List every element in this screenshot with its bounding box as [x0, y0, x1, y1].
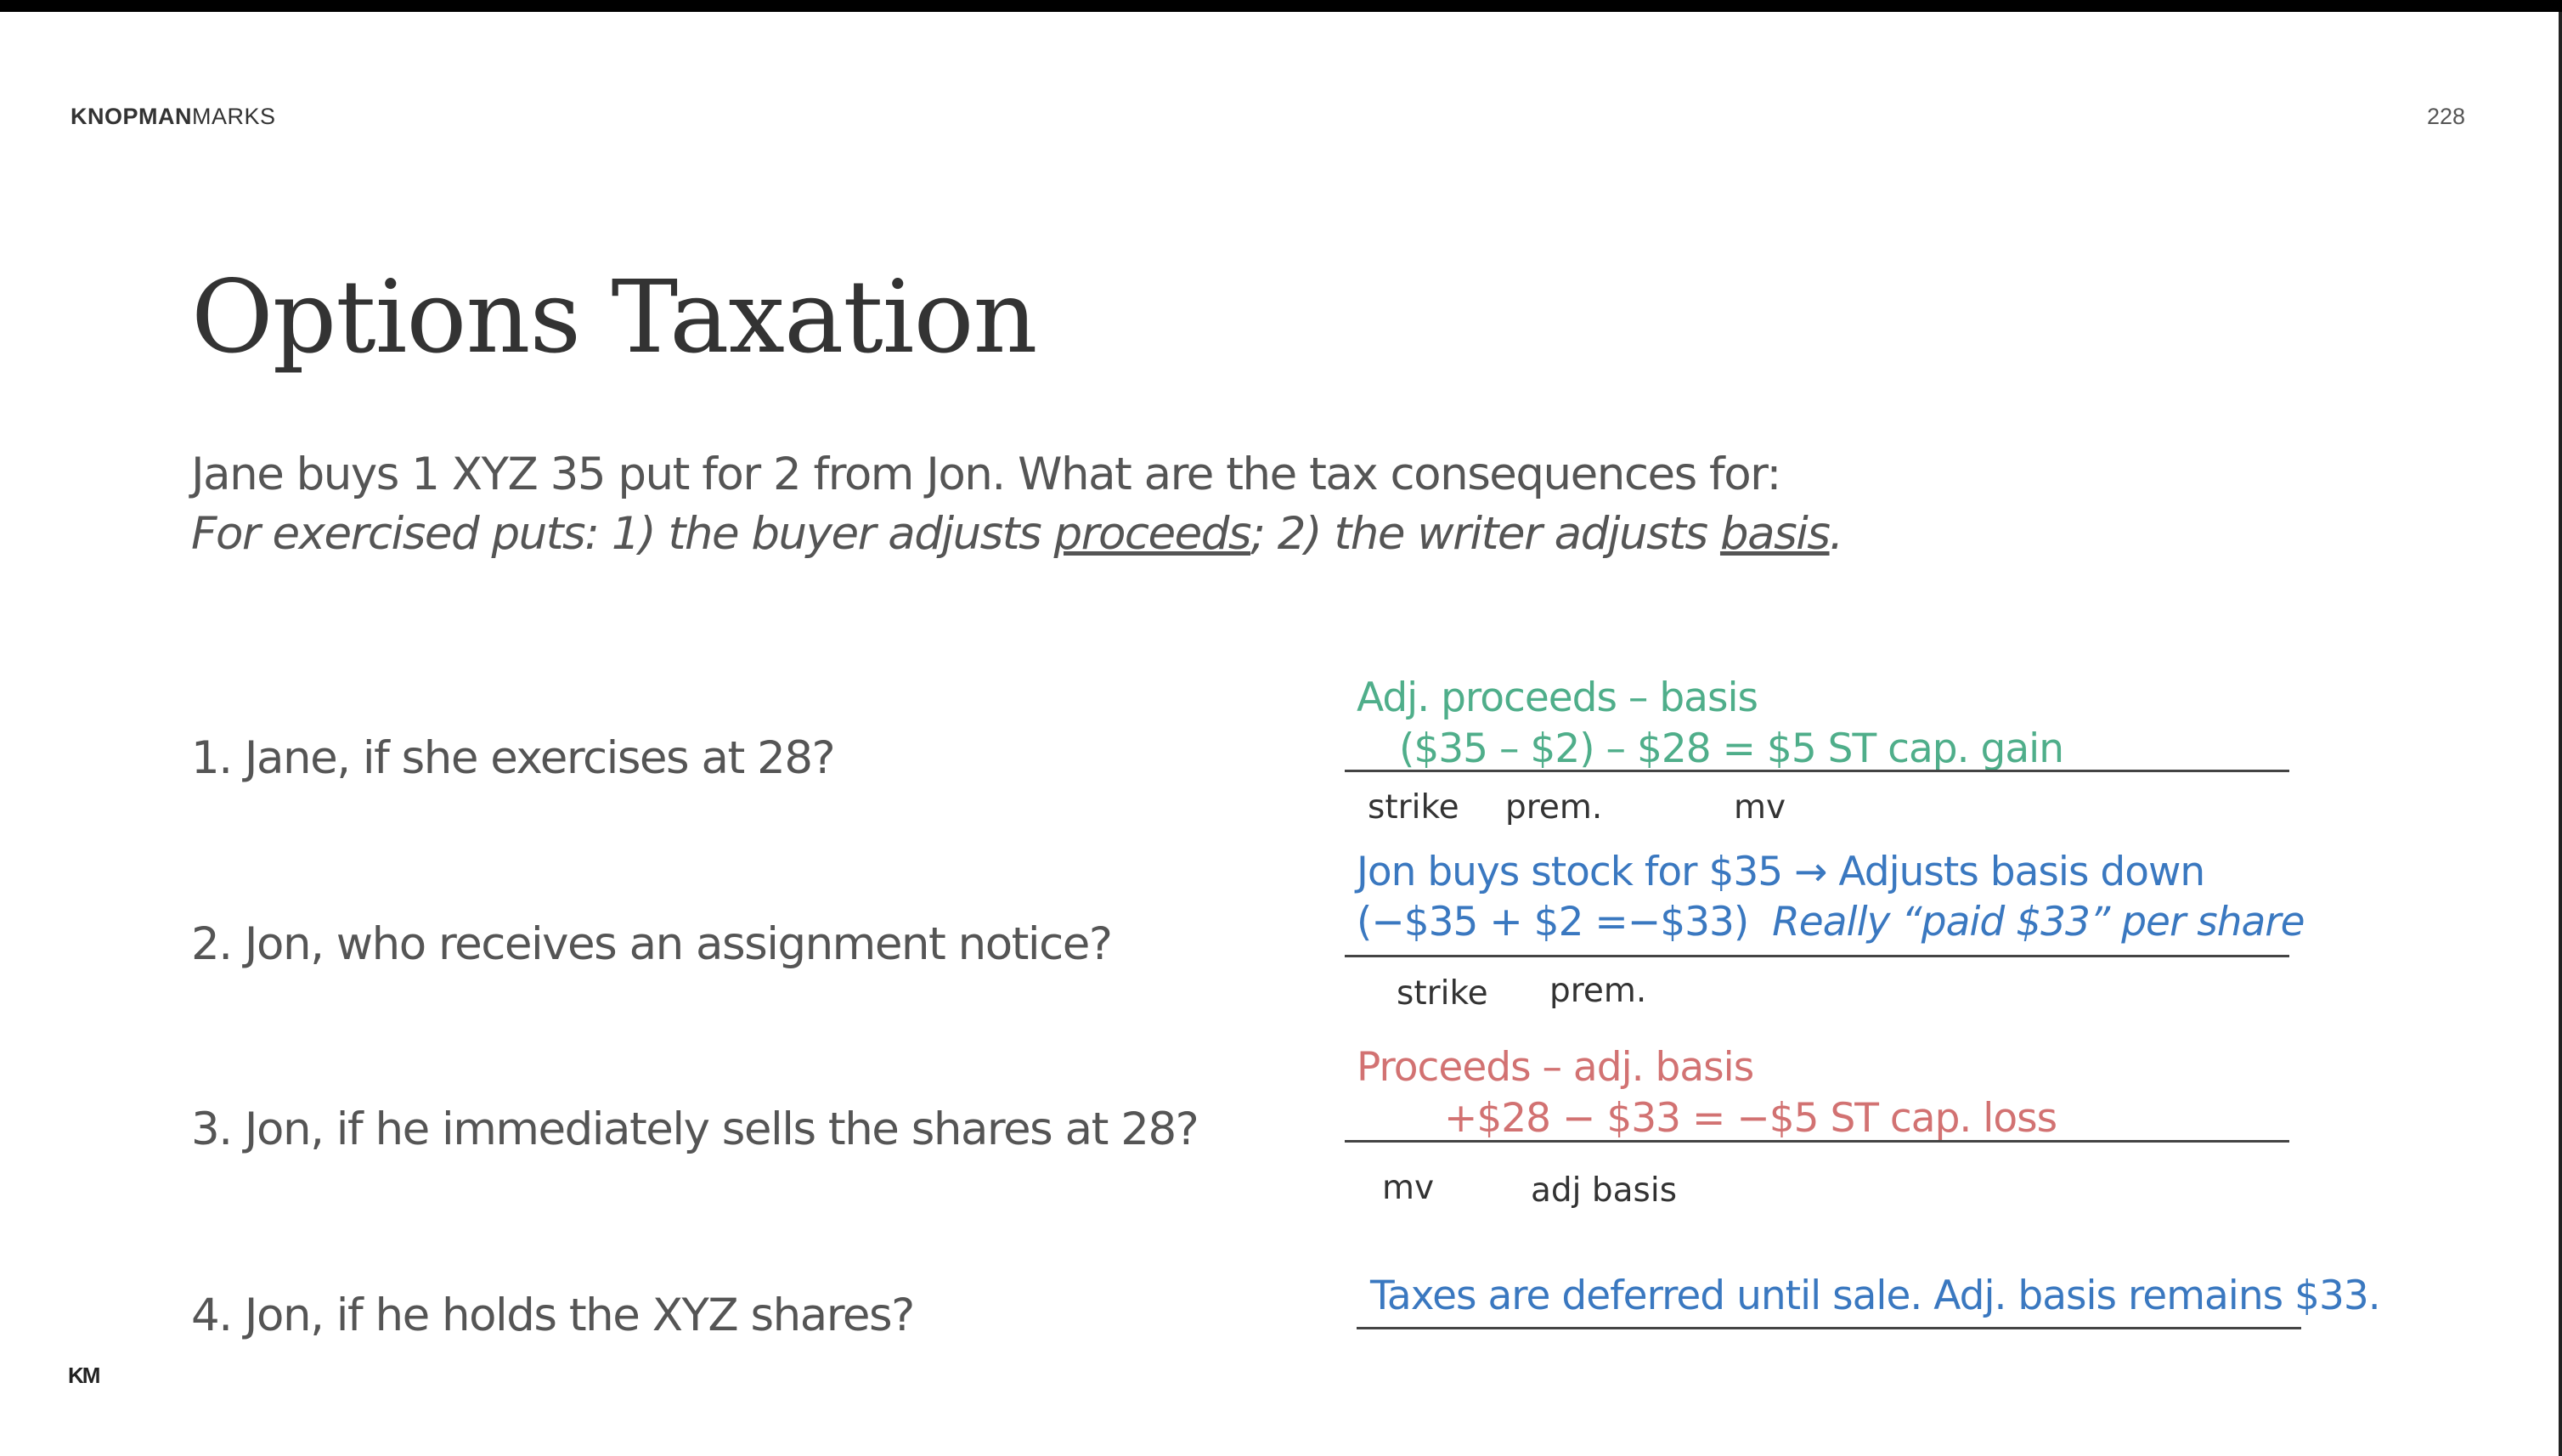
answer-1-line-1: Adj. proceeds – basis: [1357, 674, 1758, 721]
label-prem: prem.: [1505, 788, 1603, 827]
intro-line-2: For exercised puts: 1) the buyer adjusts…: [191, 505, 1844, 564]
answer-2-note: Really “paid $33” per share: [1772, 899, 2305, 945]
answer-1-line-2: ($35 – $2) – $28 = $5 ST cap. gain: [1399, 725, 2064, 772]
footer-logo: KM: [68, 1363, 100, 1388]
answer-4-rule: [1357, 1327, 2301, 1329]
brand-logo: KNOPMANMARKS: [71, 104, 276, 130]
intro-basis: basis: [1719, 508, 1831, 560]
label-prem: prem.: [1549, 972, 1647, 1010]
intro-proceeds: proceeds: [1053, 508, 1252, 560]
answer-1-rule: [1345, 770, 2289, 772]
question-3: 3. Jon, if he immediately sells the shar…: [191, 1103, 1199, 1155]
answer-3-line-1: Proceeds – adj. basis: [1357, 1044, 1754, 1091]
intro-line-2-a: For exercised puts: 1) the buyer adjusts: [191, 508, 1054, 560]
question-4: 4. Jon, if he holds the XYZ shares?: [191, 1290, 915, 1341]
page-title: Options Taxation: [191, 258, 1038, 375]
intro-text: Jane buys 1 XYZ 35 put for 2 from Jon. W…: [191, 445, 1844, 564]
answer-4-line-1: Taxes are deferred until sale. Adj. basi…: [1370, 1273, 2381, 1319]
label-mv: mv: [1734, 788, 1786, 827]
brand-bold: KNOPMAN: [71, 104, 192, 129]
label-adj-basis: adj basis: [1531, 1171, 1678, 1210]
answer-2-calc: (−$35 + $2 =−$33): [1357, 899, 1749, 945]
answer-2-rule: [1345, 955, 2289, 957]
intro-line-2-b: ; 2) the writer adjusts: [1250, 508, 1720, 560]
question-1: 1. Jane, if she exercises at 28?: [191, 732, 836, 784]
question-2: 2. Jon, who receives an assignment notic…: [191, 918, 1113, 970]
slide: KNOPMANMARKS 228 Options Taxation Jane b…: [0, 12, 2562, 1456]
answer-2-line-2: (−$35 + $2 =−$33) Really “paid $33” per …: [1357, 899, 2305, 945]
answer-3-line-2: +$28 − $33 = −$5 ST cap. loss: [1444, 1095, 2057, 1142]
answer-2-line-1: Jon buys stock for $35 → Adjusts basis d…: [1357, 849, 2205, 895]
label-strike: strike: [1368, 788, 1459, 827]
answer-3-rule: [1345, 1140, 2289, 1143]
intro-line-2-c: .: [1829, 508, 1844, 560]
page-number: 228: [2426, 104, 2465, 129]
window-edge: [2559, 12, 2562, 1456]
label-mv: mv: [1382, 1169, 1435, 1207]
label-strike: strike: [1397, 974, 1488, 1013]
intro-line-1: Jane buys 1 XYZ 35 put for 2 from Jon. W…: [191, 449, 1781, 500]
brand-regular: MARKS: [192, 104, 276, 129]
